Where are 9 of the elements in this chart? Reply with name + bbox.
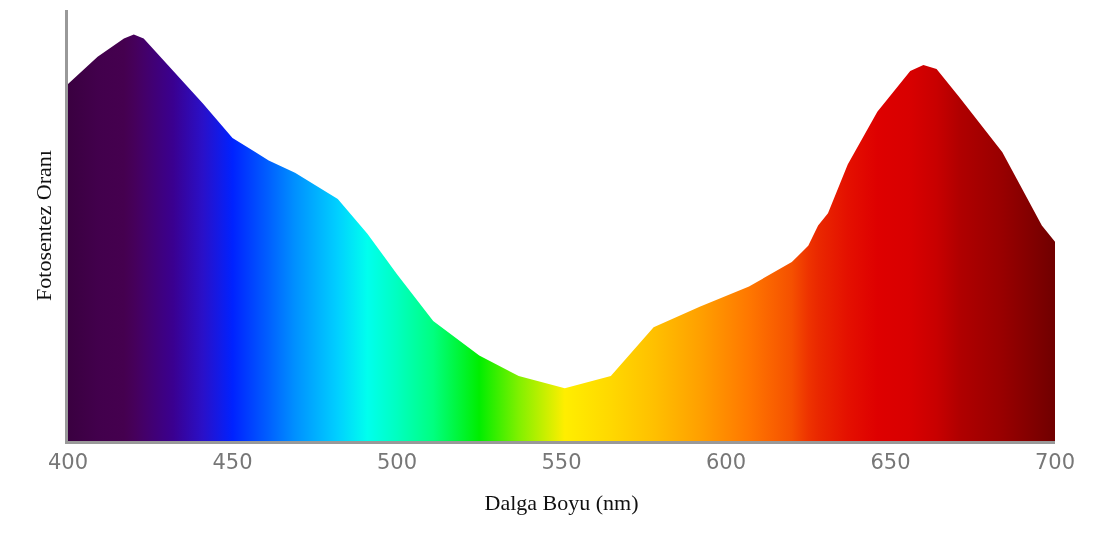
x-tick-label: 500 <box>376 450 418 475</box>
x-axis-title: Dalga Boyu (nm) <box>484 490 639 516</box>
x-tick-label: 450 <box>212 450 253 475</box>
x-tick-label: 700 <box>1034 450 1076 475</box>
x-tick-label: 600 <box>705 450 747 475</box>
x-tick-label: 550 <box>541 450 582 475</box>
y-axis-title: Fotosentez Oranı <box>30 150 56 301</box>
x-tick-label: 400 <box>47 450 89 475</box>
x-tick-label: 650 <box>870 450 911 475</box>
